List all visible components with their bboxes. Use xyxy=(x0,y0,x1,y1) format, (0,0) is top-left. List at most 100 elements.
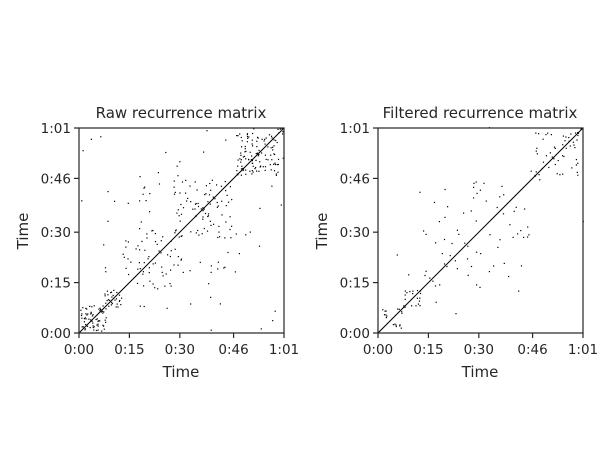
filtered-recurrence-point xyxy=(443,238,446,241)
filtered-matrix-title: Filtered recurrence matrix xyxy=(383,104,578,122)
raw-recurrence-point xyxy=(237,159,239,161)
filtered-recurrence-point xyxy=(403,305,405,307)
raw-recurrence-point xyxy=(237,165,239,167)
raw-recurrence-point xyxy=(256,152,258,154)
raw-recurrence-point xyxy=(91,306,93,308)
raw-recurrence-point xyxy=(264,154,266,156)
raw-recurrence-point xyxy=(82,307,84,309)
raw-recurrence-point xyxy=(209,203,211,205)
raw-recurrence-point xyxy=(137,245,139,247)
filtered-recurrence-point xyxy=(476,284,478,286)
filtered-recurrence-point xyxy=(466,258,469,260)
raw-recurrence-point xyxy=(260,165,262,167)
raw-recurrence-point xyxy=(121,297,123,299)
raw-recurrence-point xyxy=(97,325,99,327)
raw-recurrence-point xyxy=(93,329,95,331)
filtered-recurrence-point xyxy=(473,186,475,188)
filtered-recurrence-point xyxy=(446,265,448,268)
raw-recurrence-point xyxy=(277,163,279,166)
raw-recurrence-point xyxy=(208,194,211,196)
raw-recurrence-point xyxy=(149,193,151,195)
filtered-recurrence-point xyxy=(435,242,437,244)
filtered-recurrence-point xyxy=(473,182,475,184)
raw-recurrence-point xyxy=(240,152,242,154)
filtered-recurrence-point xyxy=(386,315,388,317)
raw-recurrence-point xyxy=(219,236,221,238)
filtered-recurrence-point xyxy=(580,128,582,130)
raw-recurrence-point xyxy=(104,319,106,321)
raw-recurrence-point xyxy=(270,147,272,149)
raw-recurrence-point xyxy=(199,261,201,263)
raw-recurrence-point xyxy=(165,273,167,275)
raw-recurrence-point xyxy=(221,214,223,216)
filtered-recurrence-point xyxy=(571,167,573,169)
raw-recurrence-point xyxy=(164,285,166,287)
raw-recurrence-point xyxy=(146,233,148,235)
raw-recurrence-point xyxy=(109,299,111,301)
raw-recurrence-point xyxy=(229,216,231,218)
raw-recurrence-point xyxy=(209,182,211,185)
filtered-recurrence-point xyxy=(554,163,556,166)
filtered-recurrence-point xyxy=(485,200,487,202)
raw-recurrence-point xyxy=(257,155,259,157)
filtered-recurrence-point xyxy=(542,161,545,163)
raw-recurrence-point xyxy=(105,271,107,273)
filtered-recurrence-point xyxy=(572,141,574,143)
raw-recurrence-point xyxy=(110,304,112,306)
raw-recurrence-point xyxy=(210,329,212,331)
filtered-recurrence-point xyxy=(438,221,440,223)
filtered-matrix-ylabel: Time xyxy=(313,213,331,251)
raw-recurrence-point xyxy=(185,192,187,194)
raw-recurrence-point xyxy=(86,325,89,327)
raw-recurrence-point xyxy=(210,296,212,298)
raw-recurrence-point xyxy=(113,289,115,291)
raw-recurrence-point xyxy=(176,212,178,214)
raw-recurrence-point xyxy=(251,170,253,172)
raw-recurrence-point xyxy=(137,268,139,270)
raw-recurrence-point xyxy=(240,159,242,161)
raw-recurrence-point xyxy=(239,158,241,160)
raw-matrix-ticks: 0:00 0:15 0:30 0:46 1:01 0:00 0:15 0:30 0:46 1:01 xyxy=(41,121,299,358)
raw-recurrence-point xyxy=(91,320,93,322)
raw-recurrence-point xyxy=(103,311,105,313)
raw-recurrence-point xyxy=(202,216,204,218)
raw-recurrence-point xyxy=(105,321,107,323)
raw-recurrence-point xyxy=(127,202,129,204)
raw-recurrence-point xyxy=(154,262,156,264)
raw-recurrence-point xyxy=(119,299,121,302)
raw-recurrence-point xyxy=(253,128,255,130)
raw-recurrence-point xyxy=(259,161,261,163)
raw-recurrence-point xyxy=(264,169,266,171)
raw-recurrence-point xyxy=(265,158,267,160)
raw-recurrence-point xyxy=(152,229,154,232)
raw-recurrence-point xyxy=(175,229,177,231)
raw-recurrence-point xyxy=(200,208,202,210)
raw-diagonal-line xyxy=(78,127,285,334)
filtered-recurrence-point xyxy=(395,324,397,326)
raw-recurrence-point xyxy=(207,215,210,217)
raw-recurrence-point xyxy=(277,158,280,160)
filtered-recurrence-point xyxy=(535,132,537,134)
raw-recurrence-point xyxy=(144,249,146,251)
raw-recurrence-point xyxy=(251,143,253,145)
raw-recurrence-point xyxy=(273,170,276,172)
raw-recurrence-point xyxy=(255,153,257,155)
raw-recurrence-point xyxy=(93,305,95,307)
raw-recurrence-point xyxy=(180,259,182,261)
filtered-recurrence-point xyxy=(416,297,418,299)
raw-recurrence-point xyxy=(271,159,273,161)
raw-recurrence-point xyxy=(162,275,164,277)
filtered-x-tick-label: 0:15 xyxy=(413,342,443,358)
raw-recurrence-point xyxy=(206,130,208,132)
filtered-recurrence-point xyxy=(441,253,443,255)
raw-recurrence-point xyxy=(167,254,169,256)
raw-x-tick-label: 0:46 xyxy=(218,342,248,358)
raw-recurrence-point xyxy=(258,245,261,247)
raw-recurrence-point xyxy=(146,237,148,239)
raw-recurrence-point xyxy=(221,200,223,202)
raw-recurrence-point xyxy=(182,207,185,209)
raw-recurrence-point xyxy=(277,128,279,130)
raw-recurrence-point xyxy=(181,181,184,183)
raw-recurrence-point xyxy=(97,320,99,322)
raw-recurrence-point xyxy=(85,313,87,315)
